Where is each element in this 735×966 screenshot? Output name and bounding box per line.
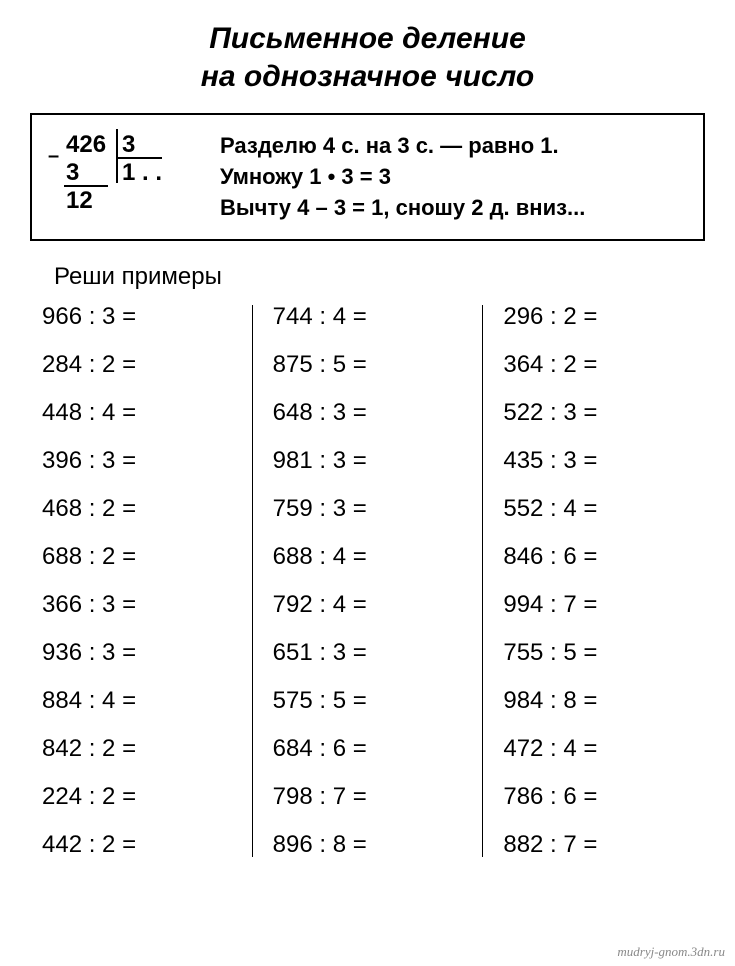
problem: 744 : 4 = xyxy=(273,305,463,329)
page-title: Письменное деление на однозначное число xyxy=(30,20,705,95)
problem: 688 : 2 = xyxy=(42,545,232,569)
explanation-line-3: Вычту 4 – 3 = 1, сношу 2 д. вниз... xyxy=(220,193,585,224)
problem: 448 : 4 = xyxy=(42,401,232,425)
problem: 366 : 3 = xyxy=(42,593,232,617)
quotient: 1 . . xyxy=(122,159,162,187)
title-line-2: на однозначное число xyxy=(30,58,705,96)
problem: 882 : 7 = xyxy=(503,833,693,857)
problem: 846 : 6 = xyxy=(503,545,693,569)
problem: 966 : 3 = xyxy=(42,305,232,329)
problem: 468 : 2 = xyxy=(42,497,232,521)
problem: 364 : 2 = xyxy=(503,353,693,377)
problem: 755 : 5 = xyxy=(503,641,693,665)
problem: 884 : 4 = xyxy=(42,689,232,713)
problem: 792 : 4 = xyxy=(273,593,463,617)
subtitle: Реши примеры xyxy=(54,263,705,291)
problem: 472 : 4 = xyxy=(503,737,693,761)
explanation-text: Разделю 4 с. на 3 с. — равно 1. Умножу 1… xyxy=(220,131,585,223)
problem: 936 : 3 = xyxy=(42,641,232,665)
problem: 984 : 8 = xyxy=(503,689,693,713)
problem: 522 : 3 = xyxy=(503,401,693,425)
problem: 896 : 8 = xyxy=(273,833,463,857)
watermark: mudryj-gnom.3dn.ru xyxy=(617,944,725,960)
problem: 552 : 4 = xyxy=(503,497,693,521)
long-division-diagram: – 426 3 1 . . 3 12 xyxy=(50,131,180,215)
problem: 442 : 2 = xyxy=(42,833,232,857)
column-3: 296 : 2 = 364 : 2 = 522 : 3 = 435 : 3 = … xyxy=(483,305,701,857)
explanation-line-1: Разделю 4 с. на 3 с. — равно 1. xyxy=(220,131,585,162)
problem: 575 : 5 = xyxy=(273,689,463,713)
remainder: 12 xyxy=(66,187,93,215)
problem: 981 : 3 = xyxy=(273,449,463,473)
problem: 284 : 2 = xyxy=(42,353,232,377)
problem: 396 : 3 = xyxy=(42,449,232,473)
minus-sign: – xyxy=(48,145,59,168)
problem: 786 : 6 = xyxy=(503,785,693,809)
problem: 875 : 5 = xyxy=(273,353,463,377)
problems-grid: 966 : 3 = 284 : 2 = 448 : 4 = 396 : 3 = … xyxy=(30,305,705,857)
explanation-line-2: Умножу 1 • 3 = 3 xyxy=(220,162,585,193)
divisor: 3 xyxy=(122,131,135,159)
column-1: 966 : 3 = 284 : 2 = 448 : 4 = 396 : 3 = … xyxy=(34,305,252,857)
problem: 648 : 3 = xyxy=(273,401,463,425)
dividend: 426 xyxy=(66,131,106,159)
problem: 994 : 7 = xyxy=(503,593,693,617)
column-2: 744 : 4 = 875 : 5 = 648 : 3 = 981 : 3 = … xyxy=(252,305,484,857)
subtrahend: 3 xyxy=(66,159,79,187)
problem: 435 : 3 = xyxy=(503,449,693,473)
division-vertical-line xyxy=(116,129,118,183)
problem: 684 : 6 = xyxy=(273,737,463,761)
worked-example-box: – 426 3 1 . . 3 12 Разделю 4 с. на 3 с. … xyxy=(30,113,705,241)
title-line-1: Письменное деление xyxy=(30,20,705,58)
problem: 651 : 3 = xyxy=(273,641,463,665)
problem: 296 : 2 = xyxy=(503,305,693,329)
problem: 842 : 2 = xyxy=(42,737,232,761)
problem: 224 : 2 = xyxy=(42,785,232,809)
problem: 798 : 7 = xyxy=(273,785,463,809)
problem: 688 : 4 = xyxy=(273,545,463,569)
problem: 759 : 3 = xyxy=(273,497,463,521)
